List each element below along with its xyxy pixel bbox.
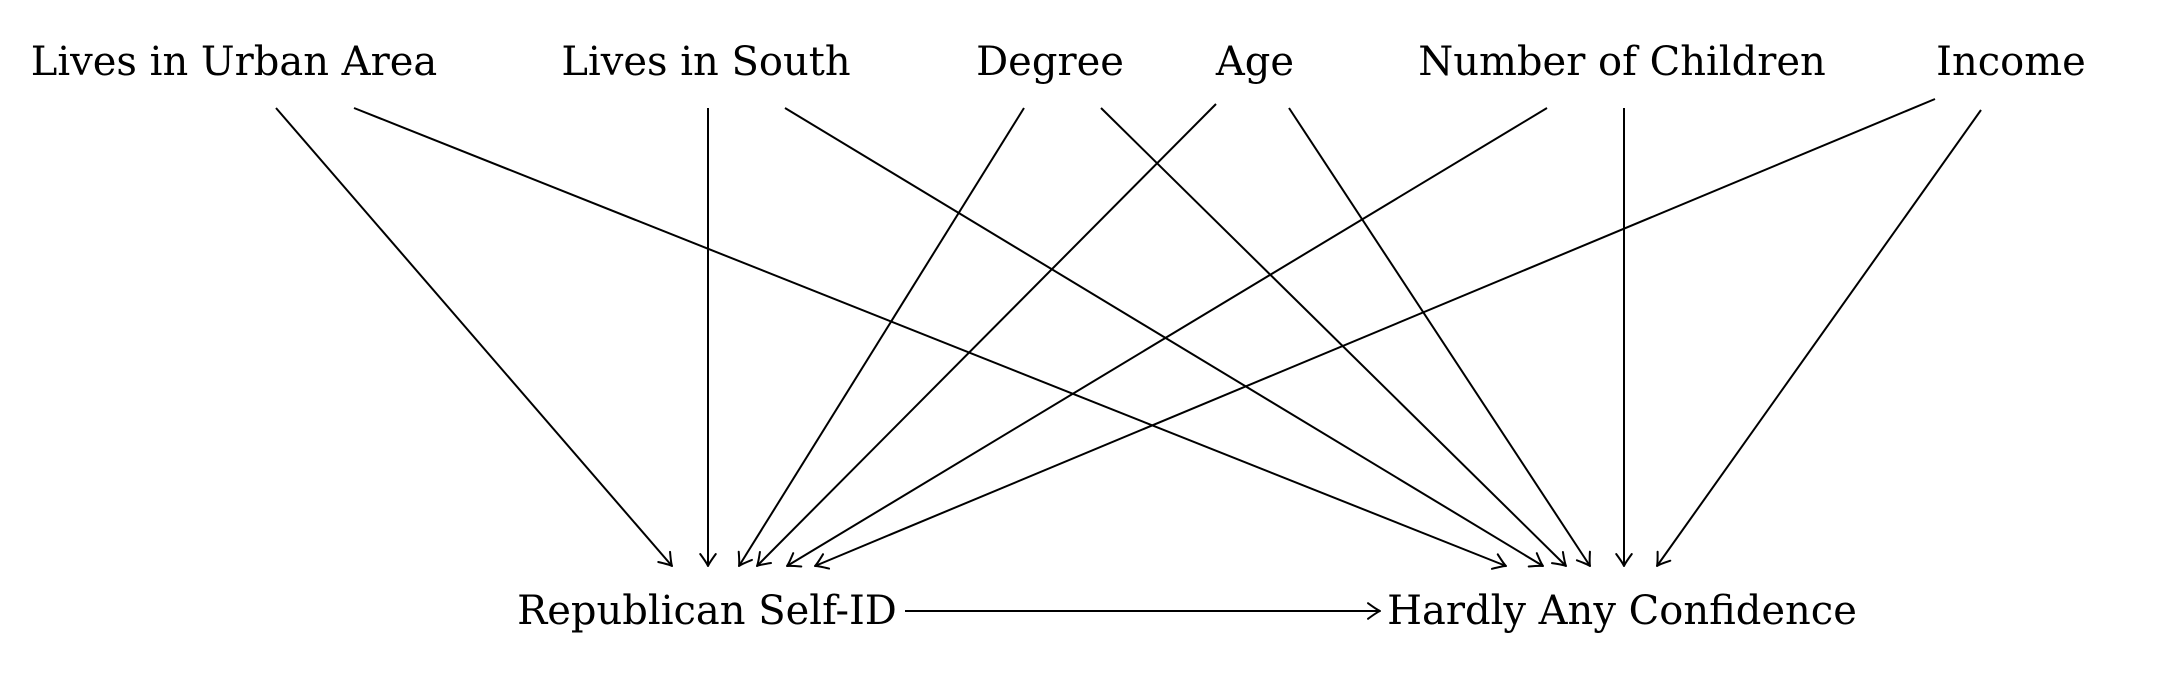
node-number-of-children: Number of Children — [1418, 39, 1826, 85]
edge-income-to-rep-arrowhead — [814, 553, 831, 570]
edge-income-to-conf — [1656, 109, 1982, 567]
node-age: Age — [1215, 39, 1294, 85]
edge-children-to-rep — [786, 107, 1548, 567]
edge-degree-to-rep-arrowhead — [737, 550, 753, 567]
edge-south-to-rep-arrowhead — [699, 553, 717, 567]
edge-income-to-rep — [814, 98, 1936, 567]
edge-income-to-conf-arrowhead — [1656, 550, 1672, 567]
edge-age-to-conf — [1288, 107, 1591, 567]
node-income: Income — [1936, 39, 2086, 85]
edge-rep-to-conf-arrowhead — [1367, 602, 1381, 620]
nodes-layer: Lives in Urban Area Lives in South Degre… — [31, 39, 2086, 634]
node-degree: Degree — [976, 39, 1124, 85]
edge-age-to-conf-arrowhead — [1575, 550, 1591, 567]
edge-south-to-conf-arrowhead — [1527, 552, 1544, 568]
edge-urban-to-rep-arrowhead — [657, 550, 673, 567]
edge-age-to-rep — [756, 103, 1217, 567]
edge-children-to-rep-arrowhead — [786, 552, 803, 568]
edge-age-to-rep-arrowhead — [756, 550, 772, 567]
edge-degree-to-conf — [1100, 107, 1567, 567]
edge-south-to-conf — [784, 107, 1544, 567]
edge-urban-to-conf-arrowhead — [1490, 553, 1507, 570]
edge-degree-to-conf-arrowhead — [1550, 551, 1567, 567]
edge-degree-to-rep — [738, 107, 1025, 567]
edge-urban-to-rep — [275, 107, 673, 567]
edges-layer — [275, 98, 1982, 620]
node-lives-in-south: Lives in South — [561, 39, 850, 85]
edge-children-to-conf-arrowhead — [1615, 553, 1633, 567]
node-lives-in-urban-area: Lives in Urban Area — [31, 39, 437, 85]
edge-urban-to-conf — [353, 107, 1507, 567]
node-hardly-any-confidence: Hardly Any Confidence — [1387, 588, 1857, 634]
node-republican-self-id: Republican Self-ID — [517, 588, 897, 634]
